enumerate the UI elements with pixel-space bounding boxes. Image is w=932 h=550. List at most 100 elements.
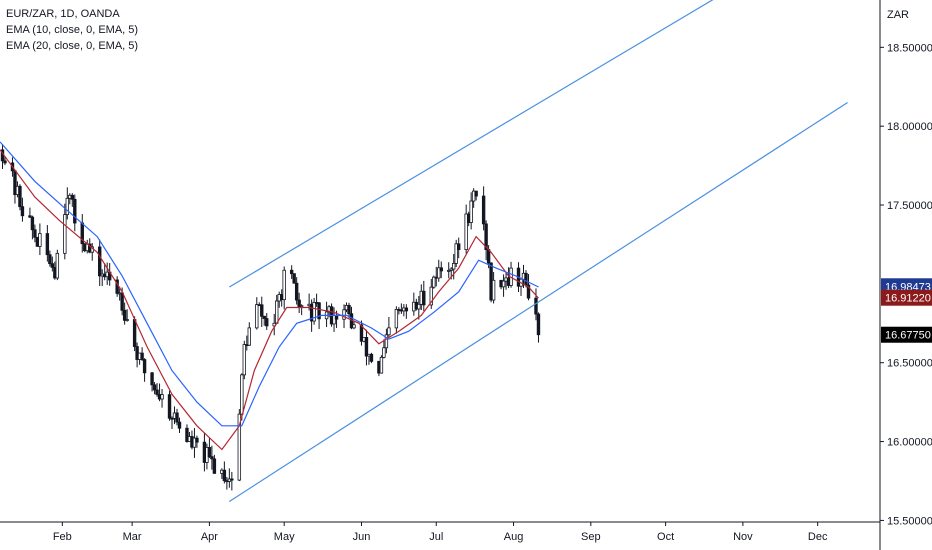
candle-body — [132, 319, 137, 347]
candle-body — [289, 269, 294, 275]
channel-lower-line[interactable] — [229, 102, 848, 503]
candle-body — [230, 478, 234, 481]
y-tick-label: 16.00000 — [887, 437, 932, 449]
candle-body — [247, 327, 251, 346]
candle-body — [140, 352, 144, 360]
ema-20-line — [0, 141, 539, 427]
y-tick-label: 15.50000 — [887, 515, 932, 527]
candle-body — [3, 160, 7, 164]
x-tick-label: Sep — [581, 531, 601, 543]
candle-body — [265, 318, 269, 327]
x-tick-label: Nov — [733, 531, 753, 543]
candle-body — [447, 269, 451, 272]
candle-body — [175, 412, 179, 423]
candle-body — [369, 353, 374, 362]
candle-body — [464, 213, 468, 250]
y-tick-label: 18.00000 — [887, 121, 932, 133]
candle-body — [524, 272, 528, 286]
x-tick-label: May — [274, 531, 295, 543]
x-tick-label: Aug — [504, 531, 524, 543]
candle-body — [379, 356, 384, 374]
candle-body — [30, 216, 35, 231]
candle-body — [195, 437, 199, 443]
candle-body — [394, 309, 399, 329]
candle-body — [481, 195, 486, 225]
ema-10-line — [0, 149, 539, 451]
candle-body — [260, 304, 264, 317]
x-tick-label: Feb — [53, 531, 72, 543]
candle-body — [192, 437, 197, 448]
candle-body — [55, 252, 60, 279]
candle-body — [63, 214, 67, 254]
badge-ema-10-bg — [881, 289, 932, 306]
candle-body — [439, 267, 443, 272]
legend-ema-20[interactable]: EMA (20, close, 0, EMA, 5) — [6, 40, 139, 52]
legend-ema-10[interactable]: EMA (10, close, 0, EMA, 5) — [6, 24, 139, 36]
candle-body — [210, 456, 214, 460]
candle-body — [160, 394, 164, 400]
candles-layer — [0, 144, 541, 491]
candle-body — [422, 290, 426, 306]
candle-body — [120, 292, 124, 311]
candle-body — [437, 267, 441, 279]
candle-body — [297, 299, 301, 307]
candle-body — [484, 223, 488, 250]
candle-body — [155, 389, 159, 395]
candle-body — [536, 313, 541, 336]
candle-body — [474, 190, 478, 197]
x-tick-label: Apr — [201, 531, 218, 543]
candle-body — [352, 324, 356, 329]
candle-body — [486, 249, 491, 264]
candle-body — [404, 307, 409, 312]
x-tick-label: Dec — [808, 531, 828, 543]
candle-body — [98, 246, 102, 277]
candle-body — [454, 243, 458, 264]
candle-body — [20, 206, 25, 217]
channel-upper-line[interactable] — [229, 0, 723, 288]
candle-body — [312, 302, 316, 322]
candle-body — [70, 194, 74, 200]
candle-body — [65, 197, 70, 216]
y-tick-label: 17.50000 — [887, 200, 932, 212]
candle-body — [152, 384, 157, 391]
badge-last-price: 16.67750 — [885, 330, 931, 342]
candle-body — [347, 304, 351, 315]
candle-body — [342, 309, 346, 320]
candle-body — [207, 447, 212, 458]
candle-body — [449, 268, 453, 271]
candle-body — [417, 303, 421, 310]
candle-body — [384, 334, 389, 349]
candle-body — [150, 372, 154, 386]
candle-body — [122, 309, 127, 321]
badge-ema-10: 16.91220 — [885, 293, 931, 305]
x-tick-label: Mar — [123, 531, 142, 543]
candle-body — [387, 327, 391, 336]
candle-body — [534, 297, 538, 315]
y-axis-title: ZAR — [887, 9, 909, 21]
candle-body — [491, 279, 496, 301]
candle-body — [452, 262, 456, 270]
candle-body — [242, 344, 247, 376]
candle-body — [262, 315, 266, 319]
candle-body — [292, 273, 296, 284]
chart-legend: EUR/ZAR, 1D, OANDA EMA (10, close, 0, EM… — [6, 6, 138, 54]
candle-body — [73, 198, 77, 224]
candle-body — [28, 215, 32, 218]
candle-body — [177, 421, 182, 429]
candle-body — [255, 304, 259, 329]
candle-body — [429, 286, 433, 306]
legend-symbol[interactable]: EUR/ZAR, 1D, OANDA — [6, 8, 120, 20]
candle-body — [282, 269, 286, 301]
candle-body — [33, 229, 37, 238]
candle-body — [359, 324, 364, 342]
candle-body — [294, 282, 299, 301]
candle-body — [240, 374, 244, 415]
candle-body — [222, 469, 227, 482]
channel-lines-layer[interactable] — [229, 0, 848, 503]
candle-body — [45, 233, 50, 256]
y-tick-label: 16.50000 — [887, 358, 932, 370]
